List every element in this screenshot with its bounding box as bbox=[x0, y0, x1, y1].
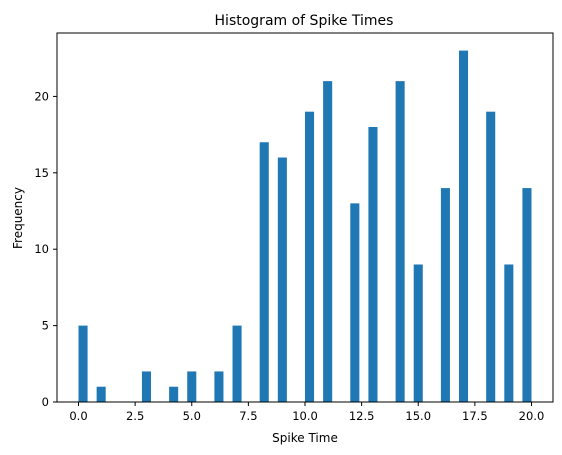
histogram-bar bbox=[187, 371, 197, 402]
x-tick-label: 5.0 bbox=[183, 409, 201, 423]
x-axis-ticks: 0.0 2.5 5.0 7.5 10.0 12.5 15.0 17.5 20.0 bbox=[69, 402, 544, 423]
x-tick-label: 2.5 bbox=[126, 409, 144, 423]
histogram-bar bbox=[440, 188, 450, 402]
x-tick-label: 15.0 bbox=[405, 409, 431, 423]
histogram-bar bbox=[522, 188, 532, 402]
histogram-bar bbox=[96, 386, 106, 402]
x-tick-label: 17.5 bbox=[462, 409, 488, 423]
histogram-bar bbox=[305, 111, 315, 402]
histogram-bar bbox=[169, 386, 179, 402]
chart-title: Histogram of Spike Times bbox=[215, 13, 394, 29]
y-tick-label: 0 bbox=[42, 395, 49, 409]
y-tick-label: 15 bbox=[34, 166, 49, 180]
x-tick-label: 10.0 bbox=[292, 409, 318, 423]
histogram-bar bbox=[504, 264, 514, 402]
y-tick-label: 5 bbox=[42, 319, 49, 333]
histogram-bar bbox=[141, 371, 151, 402]
histogram-bar bbox=[486, 111, 496, 402]
histogram-bar bbox=[78, 325, 88, 402]
histogram-bar bbox=[259, 142, 269, 402]
plot-frame bbox=[56, 32, 554, 403]
histogram-bar bbox=[214, 371, 224, 402]
x-tick-label: 7.5 bbox=[239, 409, 257, 423]
histogram-bar bbox=[368, 126, 378, 403]
bars-group bbox=[78, 50, 532, 403]
x-tick-label: 12.5 bbox=[349, 409, 375, 423]
y-tick-label: 10 bbox=[34, 242, 49, 256]
histogram-bar bbox=[277, 157, 287, 402]
histogram-bar bbox=[413, 264, 423, 402]
histogram-bar bbox=[323, 81, 333, 402]
histogram-bar bbox=[395, 81, 405, 402]
y-axis-ticks: 0 5 10 15 20 bbox=[34, 89, 57, 409]
y-tick-label: 20 bbox=[34, 89, 49, 103]
histogram-bar bbox=[350, 203, 360, 402]
x-axis-label: Spike Time bbox=[272, 431, 338, 445]
x-tick-label: 0.0 bbox=[69, 409, 87, 423]
x-tick-label: 20.0 bbox=[519, 409, 545, 423]
y-axis-label: Frequency bbox=[11, 187, 25, 249]
histogram-bar bbox=[459, 50, 469, 402]
histogram-bar bbox=[232, 325, 242, 402]
